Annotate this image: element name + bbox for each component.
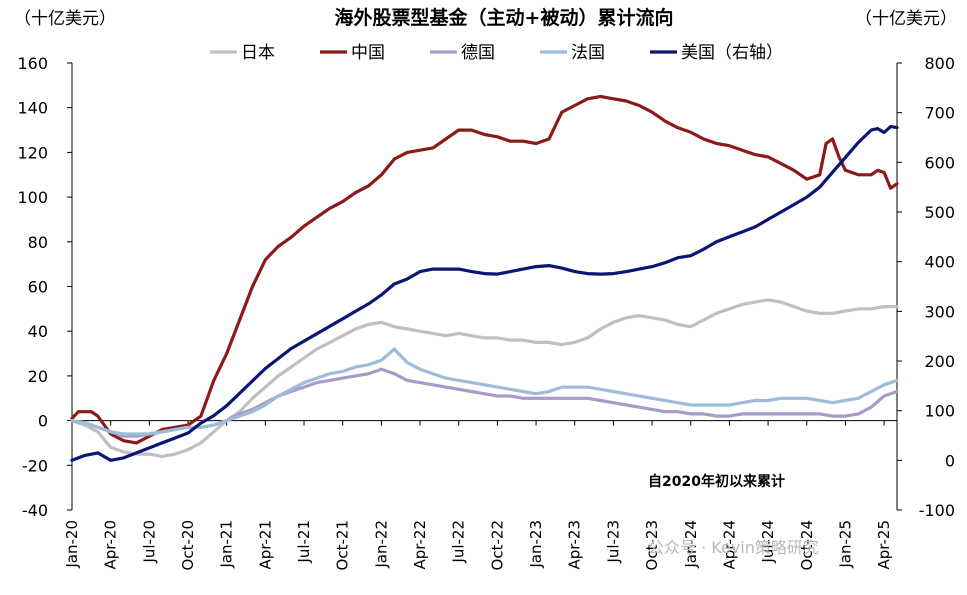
x-tick-label: Jul-21 xyxy=(295,520,313,564)
x-tick-label: Jul-23 xyxy=(604,520,622,564)
x-tick-label: Apr-23 xyxy=(566,520,584,570)
right-tick-label: 800 xyxy=(924,54,955,73)
left-tick-label: 120 xyxy=(17,143,48,162)
series-lines xyxy=(70,94,899,462)
left-tick-label: 20 xyxy=(28,367,48,386)
right-tick-label: 200 xyxy=(924,352,955,371)
x-tick-label: Jan-20 xyxy=(63,520,81,569)
x-tick-label: Jan-24 xyxy=(682,520,700,569)
left-tick-label: 140 xyxy=(17,99,48,118)
x-tick-label: Jan-22 xyxy=(372,520,390,569)
x-tick-label: Jul-22 xyxy=(450,520,468,564)
x-tick-label: Jan-25 xyxy=(836,520,854,569)
legend-label: 德国 xyxy=(461,43,495,63)
left-unit-label: （十亿美元） xyxy=(14,9,116,29)
legend: 日本 中国 德国 法国 美国（右轴） xyxy=(210,43,783,63)
annotation: 自2020年初以来累计 xyxy=(648,473,785,490)
left-tick-label: 80 xyxy=(28,233,48,252)
chart-title: 海外股票型基金（主动+被动）累计流向 xyxy=(335,6,674,29)
right-tick-label: 300 xyxy=(924,302,955,321)
series-line-中国 xyxy=(70,94,899,445)
x-tick-label: Oct-24 xyxy=(798,520,816,570)
series-line-法国 xyxy=(70,347,899,436)
series-line-日本 xyxy=(70,298,899,458)
x-tick-label: Oct-20 xyxy=(179,520,197,570)
left-tick-label: 100 xyxy=(17,188,48,207)
x-tick-label: Oct-23 xyxy=(643,520,661,570)
right-tick-label: 100 xyxy=(924,402,955,421)
right-tick-label: 600 xyxy=(924,153,955,172)
right-tick-label: 500 xyxy=(924,203,955,222)
legend-label: 中国 xyxy=(351,43,385,63)
x-tick-label: Jul-24 xyxy=(759,520,777,564)
left-tick-label: 160 xyxy=(17,54,48,73)
left-tick-label: 60 xyxy=(28,278,48,297)
x-tick-label: Apr-20 xyxy=(102,520,120,570)
right-unit-label: （十亿美元） xyxy=(855,9,957,29)
x-tick-label: Apr-21 xyxy=(256,520,274,570)
x-tick-label: Jan-23 xyxy=(527,520,545,569)
x-tick-label: Oct-22 xyxy=(488,520,506,570)
left-tick-label: 40 xyxy=(28,322,48,341)
right-tick-label: 400 xyxy=(924,253,955,272)
left-tick-label: -40 xyxy=(22,501,48,520)
watermark: 公众号 · Kevin策略研究 xyxy=(648,538,819,557)
x-tick-label: Oct-21 xyxy=(334,520,352,570)
right-tick-label: 0 xyxy=(945,451,955,470)
x-tick-label: Apr-25 xyxy=(875,520,893,570)
axes: -40 -20 0 20 40 60 80 100 120 140 160 -100 0 100 200 30… xyxy=(17,54,955,570)
x-tick-label: Jan-21 xyxy=(218,520,236,569)
left-tick-label: 0 xyxy=(38,412,48,431)
legend-label: 美国（右轴） xyxy=(681,43,783,63)
right-tick-label: 700 xyxy=(924,104,955,123)
x-tick-label: Apr-22 xyxy=(411,520,429,570)
right-tick-label: -100 xyxy=(919,501,955,520)
x-tick-label: Apr-24 xyxy=(720,520,738,570)
legend-label: 日本 xyxy=(241,43,275,63)
legend-label: 法国 xyxy=(571,43,605,63)
series-line-美国（右轴） xyxy=(70,125,899,462)
left-tick-label: -20 xyxy=(22,456,48,475)
x-tick-label: Jul-20 xyxy=(140,520,158,564)
